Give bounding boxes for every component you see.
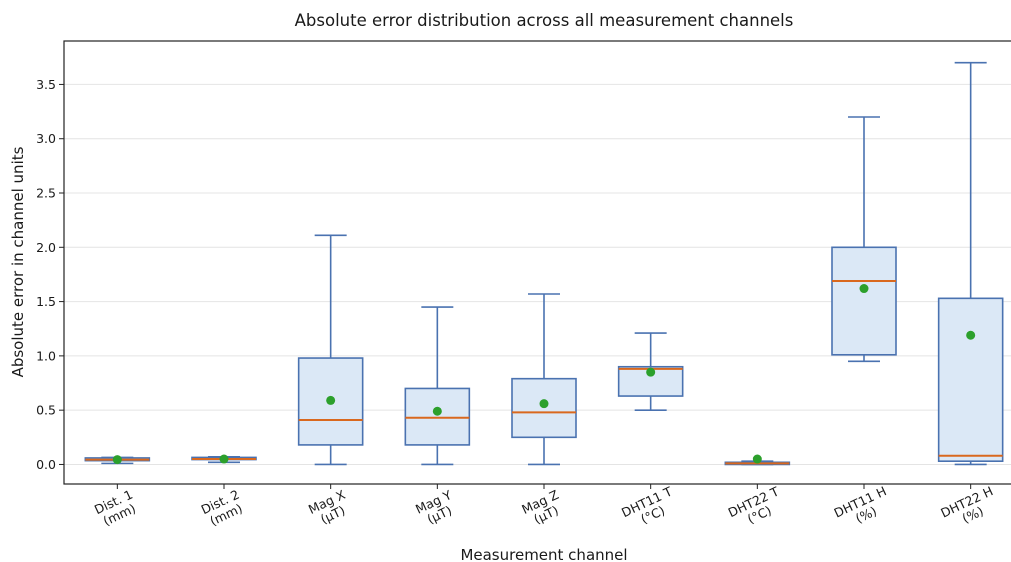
y-tick-label: 0.0	[36, 457, 56, 472]
x-tick-label: DHT11 T(°C)	[619, 484, 681, 533]
x-tick-label: Mag Y(µT)	[413, 487, 460, 529]
box-6	[724, 454, 791, 466]
mean-marker	[859, 284, 869, 294]
mean-marker	[219, 454, 229, 464]
y-tick-label: 2.5	[36, 186, 56, 201]
mean-marker	[539, 399, 549, 409]
box-3	[404, 306, 471, 466]
box-iqr	[831, 246, 897, 356]
y-tick-label: 3.5	[36, 77, 56, 92]
x-tick-label: Mag X(µT)	[306, 487, 354, 530]
box-iqr	[404, 387, 471, 446]
x-axis-label: Measurement channel	[460, 546, 627, 562]
y-tick-label: 1.5	[36, 294, 56, 309]
x-tick-label: DHT11 H(%)	[832, 483, 895, 533]
box-0	[84, 455, 151, 465]
plot-frame	[63, 40, 1011, 485]
box-5	[617, 332, 684, 411]
mean-marker	[646, 367, 656, 377]
box-2	[297, 234, 364, 466]
mean-marker	[966, 330, 976, 340]
mean-marker	[326, 395, 336, 405]
y-tick-label: 1.0	[36, 348, 56, 363]
x-axis-ticks: Dist. 1(mm) Dist. 2(mm) Mag X(µT) Mag Y(µT)…	[92, 483, 1001, 533]
x-tick-label: DHT22 T(°C)	[726, 484, 788, 533]
mean-marker	[432, 406, 442, 416]
y-tick-label: 2.0	[36, 240, 56, 255]
box-1	[191, 454, 257, 464]
y-axis-ticks: 0.0 0.5 1.0 1.5 2.0 2.5 3.0 3.5	[36, 77, 64, 472]
x-tick-label: Mag Z(µT)	[519, 487, 567, 530]
y-tick-label: 3.0	[36, 131, 56, 146]
chart-title: Absolute error distribution across all m…	[295, 11, 794, 30]
x-tick-label: Dist. 1(mm)	[92, 487, 141, 530]
x-tick-label: Dist. 2(mm)	[199, 487, 248, 530]
y-axis-label: Absolute error in channel units	[9, 146, 27, 377]
y-tick-label: 0.5	[36, 403, 56, 418]
box-7	[831, 116, 897, 363]
x-tick-label: DHT22 H(%)	[938, 483, 1001, 533]
box-iqr	[937, 297, 1004, 462]
mean-marker	[112, 455, 122, 465]
box-8	[937, 61, 1004, 466]
mean-marker	[752, 454, 762, 464]
boxes	[84, 61, 1004, 466]
box-4	[511, 293, 577, 466]
